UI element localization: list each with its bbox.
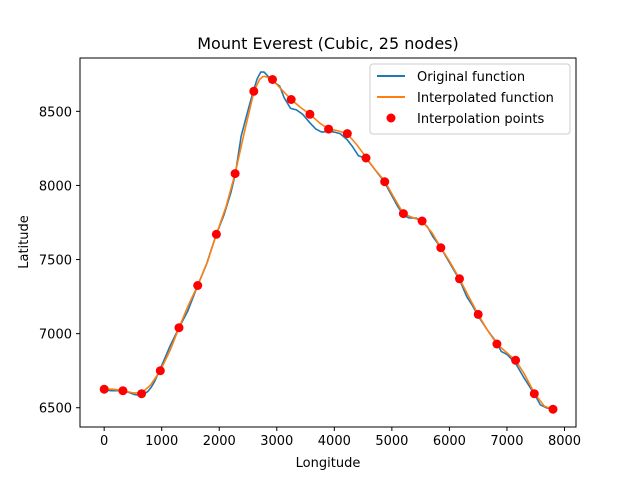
y-tick-label: 7000 (39, 328, 72, 343)
interpolation-point (529, 389, 539, 399)
interpolation-point (473, 309, 483, 319)
x-tick-label: 0 (100, 434, 108, 449)
legend-swatch-points (386, 113, 396, 123)
scatter-layer (99, 75, 558, 414)
legend-box (369, 63, 571, 135)
interpolation-point (99, 384, 109, 394)
interpolation-point (417, 216, 427, 226)
x-tick-label: 3000 (260, 434, 293, 449)
interpolation-point (436, 243, 446, 253)
interpolation-point (548, 404, 558, 414)
interpolation-point (193, 281, 203, 290)
y-tick-label: 8500 (39, 105, 72, 120)
y-tick-label: 7500 (39, 254, 72, 269)
x-tick-label: 7000 (490, 434, 523, 449)
x-tick-label: 4000 (318, 434, 351, 449)
plot-frame (79, 57, 577, 428)
legend-label-interpolated: Interpolated function (417, 91, 554, 106)
y-tick-label: 8000 (39, 179, 72, 194)
interpolation-point (249, 86, 259, 96)
interpolation-point (268, 75, 277, 84)
x-tick-label: 2000 (203, 434, 236, 449)
interpolation-point (230, 169, 240, 179)
interpolation-point (155, 366, 165, 376)
interpolation-point (286, 95, 296, 104)
interpolation-point (361, 153, 371, 163)
interpolation-point (511, 355, 521, 365)
legend-label-points: Interpolation points (417, 112, 544, 127)
x-axis-label: Longitude (296, 456, 361, 471)
y-axis: 6500 7000 7500 8000 8500 (39, 105, 80, 417)
x-tick-label: 6000 (433, 434, 466, 449)
interpolation-point (324, 124, 334, 134)
chart-title: Mount Everest (Cubic, 25 nodes) (197, 34, 459, 53)
interpolation-point (398, 209, 408, 219)
interpolation-point (380, 177, 390, 187)
x-tick-label: 5000 (375, 434, 408, 449)
x-tick-label: 8000 (548, 434, 581, 449)
x-tick-label: 1000 (145, 434, 178, 449)
interpolation-point (137, 389, 147, 399)
y-axis-label: Latitude (17, 215, 32, 269)
interpolation-point (174, 323, 184, 333)
series-line-interpolated (104, 75, 554, 410)
x-axis: 0 1000 2000 3000 4000 5000 6000 7000 8000 (100, 427, 581, 449)
interpolation-point (455, 274, 464, 284)
interpolation-point (492, 339, 502, 349)
y-tick-label: 6500 (39, 402, 72, 417)
interpolation-point (118, 386, 128, 396)
legend-label-original: Original function (417, 70, 525, 85)
interpolation-point (211, 229, 221, 239)
interpolation-point (342, 129, 352, 139)
interpolation-point (305, 109, 315, 119)
legend: Original function Interpolated function … (369, 63, 571, 135)
